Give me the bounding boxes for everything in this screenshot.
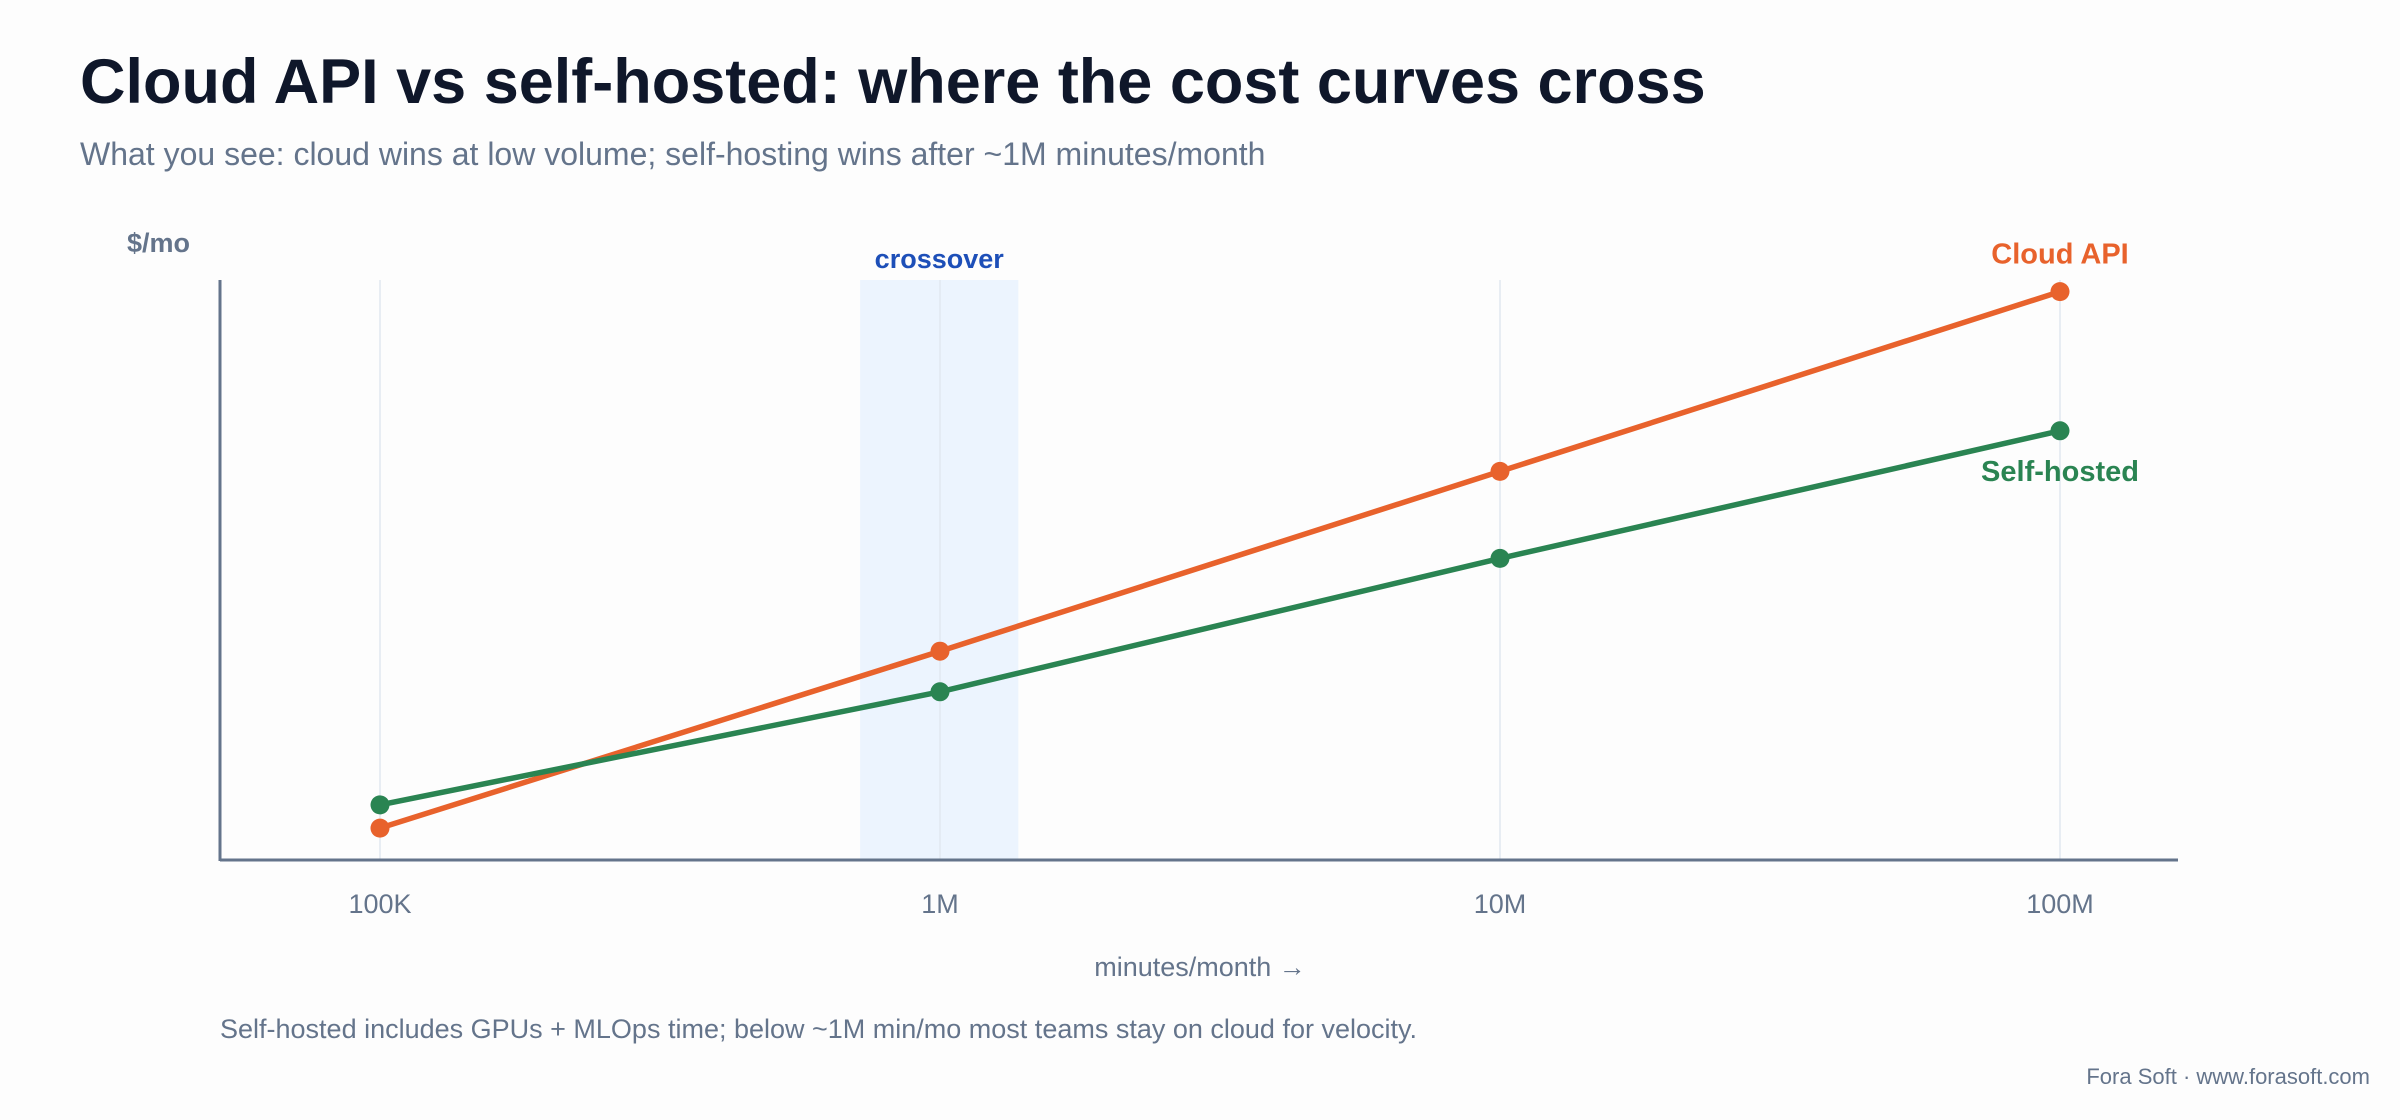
self-hosted-point-1m: [930, 682, 950, 702]
cloud-api-point-100m: [2050, 282, 2070, 302]
cloud-api-line: [377, 288, 2063, 831]
x-axis-label: minutes/month →: [1094, 952, 1306, 982]
series-layer: [370, 282, 2070, 838]
chart-footnote: Self-hosted includes GPUs + MLOps time; …: [220, 1014, 1417, 1044]
cloud-api-point-100k: [370, 818, 390, 838]
crossover-label: crossover: [875, 244, 1005, 274]
page-title: Cloud API vs self-hosted: where the cost…: [80, 47, 1706, 117]
self-hosted-point-100k: [370, 795, 390, 815]
self-hosted-point-10m: [1490, 548, 1510, 568]
x-tick-label-1m: 1M: [921, 889, 959, 919]
y-axis-label: $/mo: [127, 228, 190, 258]
self-hosted-point-100m: [2050, 421, 2070, 441]
labels-layer: Cloud API Self-hosted: [1981, 239, 2139, 488]
crossover-band-layer: crossover: [860, 244, 1019, 860]
cloud-api-point-10m: [1490, 461, 1510, 481]
self-hosted-series-label: Self-hosted: [1981, 456, 2139, 488]
axes-layer: $/mo 100K 1M 10M 100M minutes/month →: [127, 228, 2178, 982]
x-tick-label-100m: 100M: [2026, 889, 2094, 919]
cloud-api-point-1m: [930, 641, 950, 661]
crossover-band: [860, 280, 1019, 860]
x-tick-label-10m: 10M: [1474, 889, 1527, 919]
cloud-api-series-label: Cloud API: [1991, 239, 2128, 271]
self-hosted-line: [377, 428, 2063, 808]
x-tick-label-100k: 100K: [348, 889, 411, 919]
page-subtitle: What you see: cloud wins at low volume; …: [80, 136, 1266, 172]
credit-line: Fora Soft · www.forasoft.com: [2086, 1064, 2370, 1089]
grid-layer: [379, 280, 2061, 860]
